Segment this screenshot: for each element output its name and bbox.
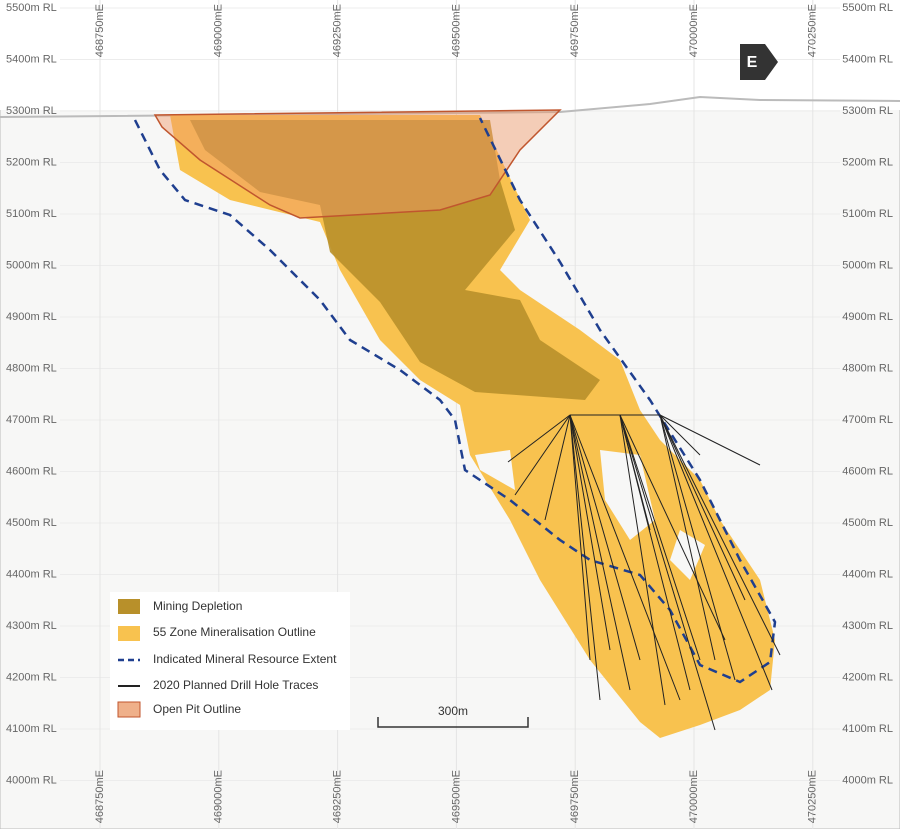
rl-label: 4400m RL bbox=[6, 568, 57, 580]
rl-label: 4900m RL bbox=[6, 311, 57, 323]
rl-label: 4500m RL bbox=[6, 517, 57, 529]
legend-swatch bbox=[118, 599, 140, 614]
rl-label: 4800m RL bbox=[842, 362, 893, 374]
topography bbox=[0, 95, 900, 118]
rl-label: 5300m RL bbox=[842, 105, 893, 117]
rl-label: 4700m RL bbox=[842, 414, 893, 426]
legend-label: Indicated Mineral Resource Extent bbox=[153, 652, 337, 666]
easting-label: 469500mE bbox=[450, 4, 462, 57]
easting-label: 469750mE bbox=[569, 770, 581, 823]
mining-depletion bbox=[190, 120, 600, 400]
rl-label: 4200m RL bbox=[842, 671, 893, 683]
rl-label: 4000m RL bbox=[842, 774, 893, 786]
rl-label: 5300m RL bbox=[6, 105, 57, 117]
rl-label: 5400m RL bbox=[842, 53, 893, 65]
easting-label: 469250mE bbox=[332, 770, 344, 823]
easting-label: 470000mE bbox=[688, 4, 700, 57]
rl-label: 5200m RL bbox=[6, 156, 57, 168]
rl-label: 4000m RL bbox=[6, 774, 57, 786]
legend-swatch bbox=[117, 701, 141, 718]
rl-label: 4100m RL bbox=[6, 723, 57, 735]
easting-label: 470250mE bbox=[807, 770, 819, 823]
easting-label: 470000mE bbox=[688, 770, 700, 823]
mineralisation-gap bbox=[600, 450, 655, 540]
rl-label: 5400m RL bbox=[6, 53, 57, 65]
legend-label: 2020 Planned Drill Hole Traces bbox=[153, 678, 318, 692]
legend-label: 55 Zone Mineralisation Outline bbox=[153, 625, 316, 639]
easting-label: 469750mE bbox=[569, 4, 581, 57]
rl-label: 5100m RL bbox=[842, 208, 893, 220]
easting-label: 469000mE bbox=[213, 4, 225, 57]
rl-label: 5000m RL bbox=[6, 259, 57, 271]
rl-label: 4200m RL bbox=[6, 671, 57, 683]
rl-label: 4900m RL bbox=[842, 311, 893, 323]
easting-label: 468750mE bbox=[94, 770, 106, 823]
rl-label: 4400m RL bbox=[842, 568, 893, 580]
scale-bar bbox=[377, 717, 529, 728]
resource-extent bbox=[133, 117, 777, 684]
easting-label: 469250mE bbox=[332, 4, 344, 57]
easting-label: 469000mE bbox=[213, 770, 225, 823]
legend-label: Mining Depletion bbox=[153, 599, 242, 613]
easting-label: 469500mE bbox=[450, 770, 462, 823]
rl-label: 4300m RL bbox=[6, 620, 57, 632]
mineralisation-outline bbox=[170, 115, 775, 738]
direction-marker bbox=[740, 44, 778, 80]
legend bbox=[110, 592, 350, 730]
easting-label: 468750mE bbox=[94, 4, 106, 57]
rl-label: 5000m RL bbox=[842, 259, 893, 271]
rl-label: 5100m RL bbox=[6, 208, 57, 220]
drill-holes bbox=[507, 414, 781, 731]
rl-label: 5500m RL bbox=[842, 2, 893, 14]
mineralisation-gap bbox=[475, 450, 515, 490]
rl-label: 4300m RL bbox=[842, 620, 893, 632]
rl-label: 4100m RL bbox=[842, 723, 893, 735]
rl-label: 5200m RL bbox=[842, 156, 893, 168]
rl-label: 4700m RL bbox=[6, 414, 57, 426]
direction-label: E bbox=[747, 54, 758, 71]
easting-label: 470250mE bbox=[807, 4, 819, 57]
rl-label: 5500m RL bbox=[6, 2, 57, 14]
rl-label: 4600m RL bbox=[842, 465, 893, 477]
legend-label: Open Pit Outline bbox=[153, 702, 241, 716]
legend-swatch bbox=[118, 626, 140, 641]
rl-label: 4600m RL bbox=[6, 465, 57, 477]
rl-label: 4800m RL bbox=[6, 362, 57, 374]
scale-label: 300m bbox=[438, 704, 468, 718]
rl-label: 4500m RL bbox=[842, 517, 893, 529]
open-pit-outline bbox=[153, 109, 562, 219]
